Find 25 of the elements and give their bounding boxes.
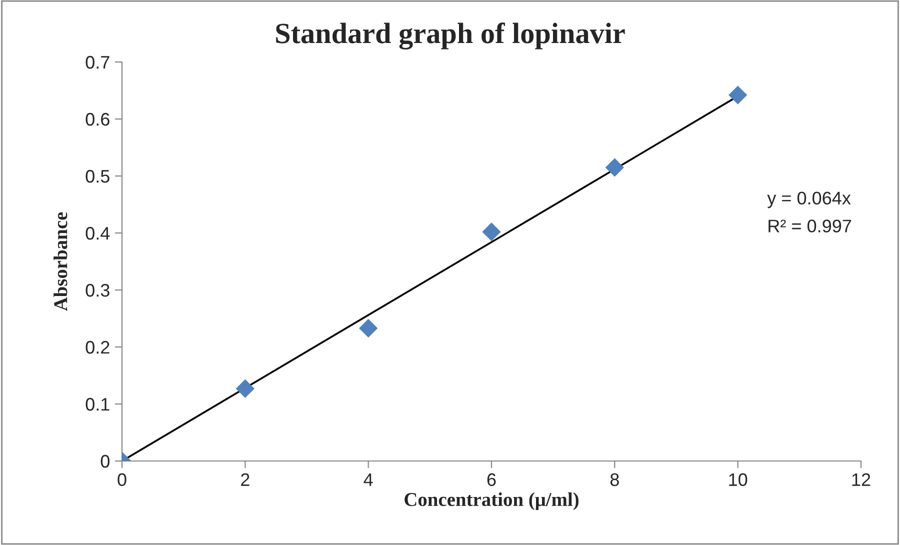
y-tick-label: 0.6 — [86, 112, 110, 126]
x-tick-label: 4 — [364, 473, 373, 486]
y-axis-title: Absorbance — [54, 212, 68, 312]
y-tick-label: 0.3 — [86, 284, 110, 297]
annotation: y = 0.064x — [767, 192, 851, 208]
y-tick-label: 0.1 — [86, 398, 110, 411]
x-tick-label: 6 — [487, 473, 496, 486]
x-tick-label: 2 — [241, 473, 250, 486]
chart-title: Standard graph of lopinavir — [276, 22, 625, 50]
x-tick-label: 12 — [852, 473, 870, 486]
y-tick-label: 0.5 — [86, 170, 110, 183]
annotation: R² = 0.997 — [768, 220, 852, 232]
x-tick-label: 8 — [610, 473, 619, 486]
y-tick-label: 0.2 — [86, 340, 110, 354]
y-tick-label: 0.4 — [86, 226, 110, 240]
point — [236, 379, 254, 398]
x-tick-label: 0 — [118, 473, 126, 486]
x-axis-title: Concentration (μ/ml) — [404, 492, 579, 510]
point — [482, 222, 501, 242]
point — [605, 158, 624, 177]
y-tick-label: 0.7 — [86, 56, 110, 69]
point — [359, 318, 378, 338]
x-tick-label: 10 — [729, 473, 748, 486]
point — [728, 86, 748, 104]
y-tick-label: 0 — [100, 454, 110, 468]
